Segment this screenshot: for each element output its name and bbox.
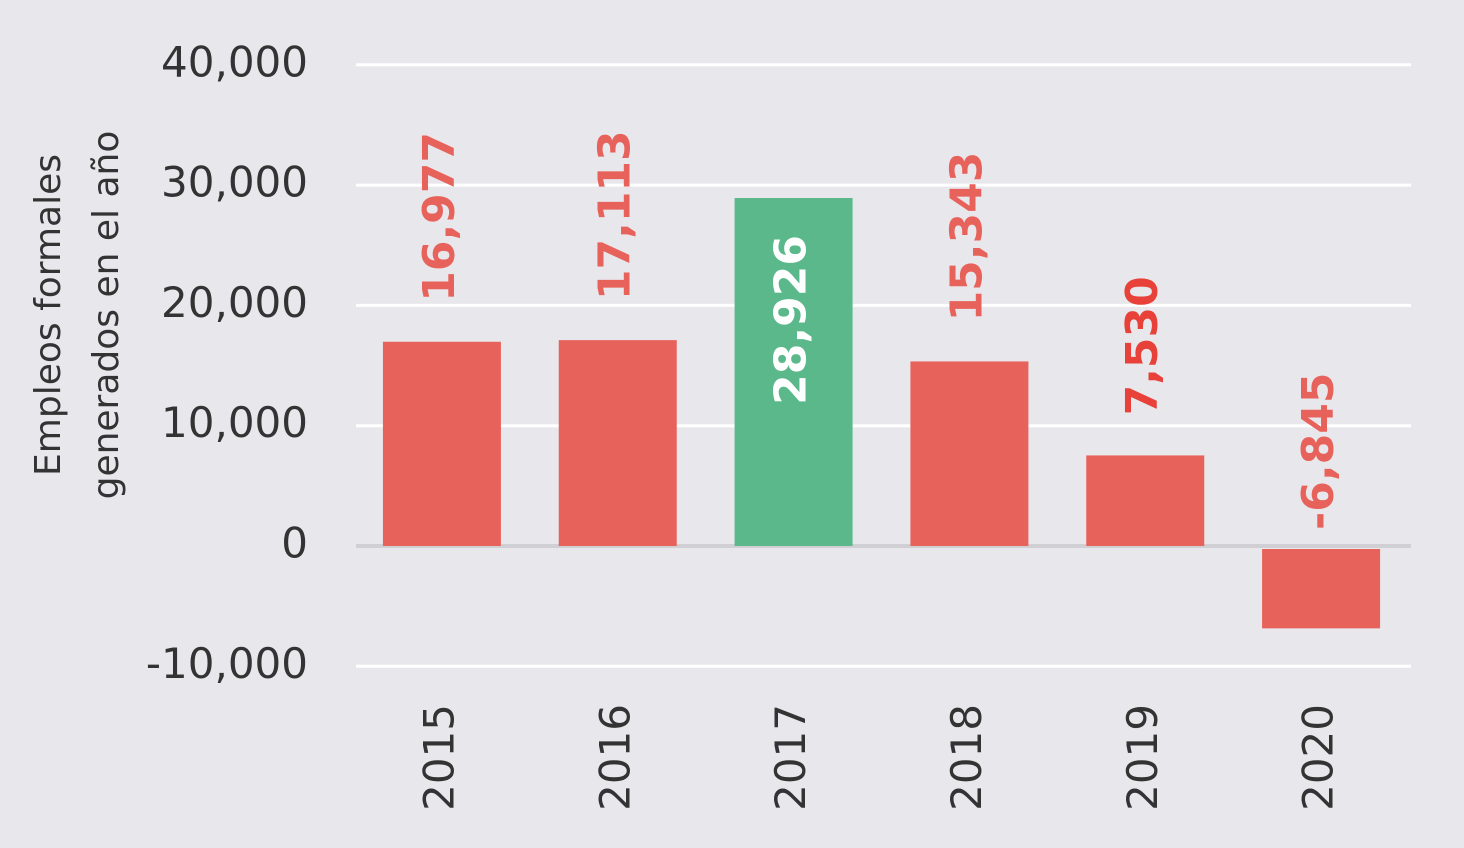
value-label: 17,113 <box>590 130 641 300</box>
value-label: -6,845 <box>1293 373 1344 530</box>
y-tick-label: 10,000 <box>161 398 308 447</box>
bar <box>1086 455 1205 546</box>
bar <box>910 361 1029 546</box>
y-tick-label: 20,000 <box>161 278 308 327</box>
x-tick-label: 2018 <box>942 704 991 811</box>
x-tick-label: 2020 <box>1294 704 1343 811</box>
y-tick-label: 30,000 <box>161 158 308 207</box>
bar <box>382 341 501 546</box>
x-tick-label: 2019 <box>1118 704 1167 811</box>
value-label: 7,530 <box>1117 276 1168 415</box>
bar <box>1262 549 1381 629</box>
bar <box>558 340 677 546</box>
value-label: 28,926 <box>766 235 817 405</box>
y-axis-label: Empleos formales <box>28 154 69 476</box>
y-tick-label: 40,000 <box>161 37 308 86</box>
x-tick-label: 2016 <box>590 704 639 811</box>
bar <box>734 198 853 547</box>
y-axis-label: generados en el año <box>86 131 127 500</box>
value-label: 15,343 <box>941 152 992 322</box>
y-tick-label: -10,000 <box>146 639 308 688</box>
value-label: 16,977 <box>414 132 465 302</box>
y-tick-label: 0 <box>281 519 308 568</box>
x-tick-label: 2017 <box>766 704 815 811</box>
x-tick-label: 2015 <box>414 704 463 811</box>
